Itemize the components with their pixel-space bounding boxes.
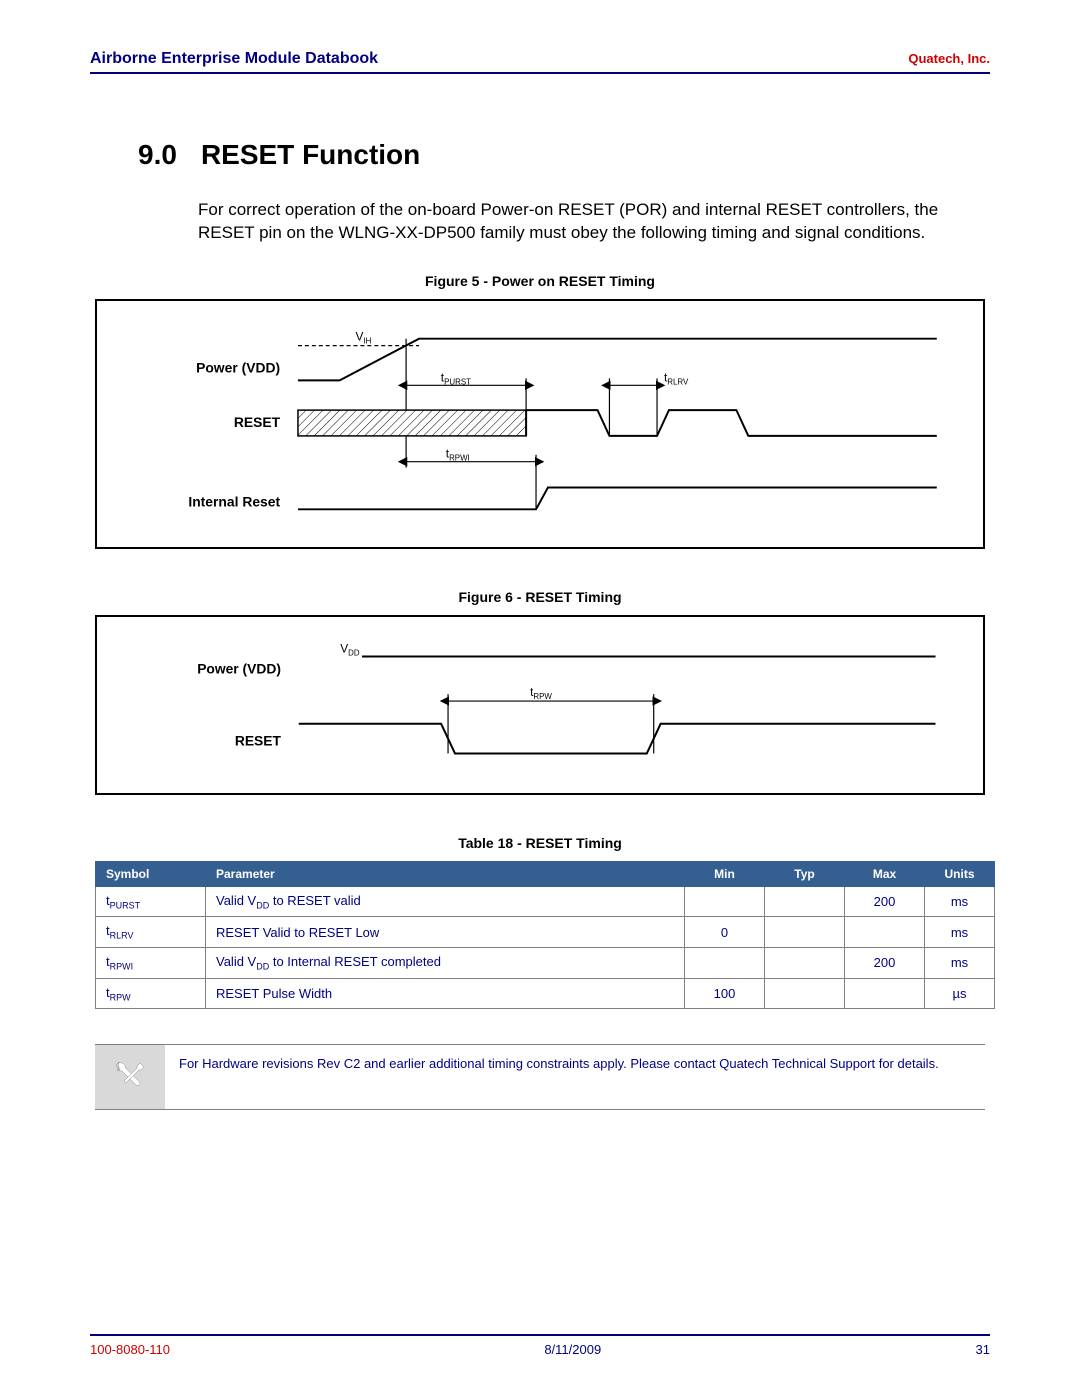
col-max: Max: [845, 861, 925, 886]
note-box: For Hardware revisions Rev C2 and earlie…: [95, 1044, 985, 1110]
cell-min: 100: [685, 978, 765, 1009]
cell-symbol: tRPW: [96, 978, 206, 1009]
cell-units: ms: [925, 948, 995, 979]
svg-text:Internal Reset: Internal Reset: [188, 493, 280, 509]
figure6-diagram: Power (VDD) RESET VDD tRPW: [95, 615, 985, 795]
cell-symbol: tRPWI: [96, 948, 206, 979]
section-number: 9.0: [138, 139, 177, 171]
svg-text:tRLRV: tRLRV: [664, 370, 689, 386]
cell-units: µs: [925, 978, 995, 1009]
page-footer: 100-8080-110 8/11/2009 31: [90, 1334, 990, 1357]
section-heading: 9.0 RESET Function: [90, 139, 990, 171]
table-row: tRPWRESET Pulse Width100 µs: [96, 978, 995, 1009]
page-header: Airborne Enterprise Module Databook Quat…: [90, 50, 990, 74]
cell-max: 200: [845, 886, 925, 917]
footer-pagenum: 31: [976, 1342, 990, 1357]
cell-min: [685, 948, 765, 979]
cell-units: ms: [925, 917, 995, 948]
table-row: tRPWIValid VDD to Internal RESET complet…: [96, 948, 995, 979]
cell-max: [845, 917, 925, 948]
cell-typ: [765, 948, 845, 979]
cell-max: [845, 978, 925, 1009]
cell-typ: [765, 978, 845, 1009]
svg-text:Power (VDD): Power (VDD): [197, 660, 281, 676]
timing-table: Symbol Parameter Min Typ Max Units tPURS…: [95, 861, 995, 1009]
col-units: Units: [925, 861, 995, 886]
cell-parameter: RESET Pulse Width: [206, 978, 685, 1009]
svg-text:VIH: VIH: [356, 330, 372, 346]
table-row: tPURSTValid VDD to RESET valid 200ms: [96, 886, 995, 917]
col-parameter: Parameter: [206, 861, 685, 886]
cell-min: [685, 886, 765, 917]
figure6-caption: Figure 6 - RESET Timing: [90, 589, 990, 605]
svg-text:VDD: VDD: [340, 641, 360, 657]
table-row: tRLRVRESET Valid to RESET Low0 ms: [96, 917, 995, 948]
svg-text:tPURST: tPURST: [441, 370, 471, 386]
svg-text:Power (VDD): Power (VDD): [196, 359, 280, 375]
col-typ: Typ: [765, 861, 845, 886]
header-company: Quatech, Inc.: [908, 51, 990, 66]
footer-date: 8/11/2009: [544, 1342, 601, 1357]
footer-docnum: 100-8080-110: [90, 1342, 170, 1357]
col-symbol: Symbol: [96, 861, 206, 886]
cell-symbol: tRLRV: [96, 917, 206, 948]
table-header-row: Symbol Parameter Min Typ Max Units: [96, 861, 995, 886]
cell-parameter: Valid VDD to Internal RESET completed: [206, 948, 685, 979]
svg-text:RESET: RESET: [234, 414, 281, 430]
svg-text:RESET: RESET: [235, 732, 282, 748]
svg-text:tRPWI: tRPWI: [446, 447, 470, 463]
figure5-caption: Figure 5 - Power on RESET Timing: [90, 273, 990, 289]
tools-icon: [95, 1045, 165, 1109]
cell-typ: [765, 917, 845, 948]
col-min: Min: [685, 861, 765, 886]
cell-min: 0: [685, 917, 765, 948]
cell-units: ms: [925, 886, 995, 917]
svg-text:tRPW: tRPW: [530, 685, 552, 701]
table18-caption: Table 18 - RESET Timing: [90, 835, 990, 851]
body-paragraph: For correct operation of the on-board Po…: [198, 199, 980, 245]
cell-max: 200: [845, 948, 925, 979]
section-title: RESET Function: [201, 139, 420, 171]
header-title: Airborne Enterprise Module Databook: [90, 50, 378, 68]
cell-parameter: RESET Valid to RESET Low: [206, 917, 685, 948]
cell-parameter: Valid VDD to RESET valid: [206, 886, 685, 917]
figure5-diagram: Power (VDD) RESET Internal Reset VIH tPU…: [95, 299, 985, 549]
cell-typ: [765, 886, 845, 917]
cell-symbol: tPURST: [96, 886, 206, 917]
note-text: For Hardware revisions Rev C2 and earlie…: [165, 1045, 985, 1109]
